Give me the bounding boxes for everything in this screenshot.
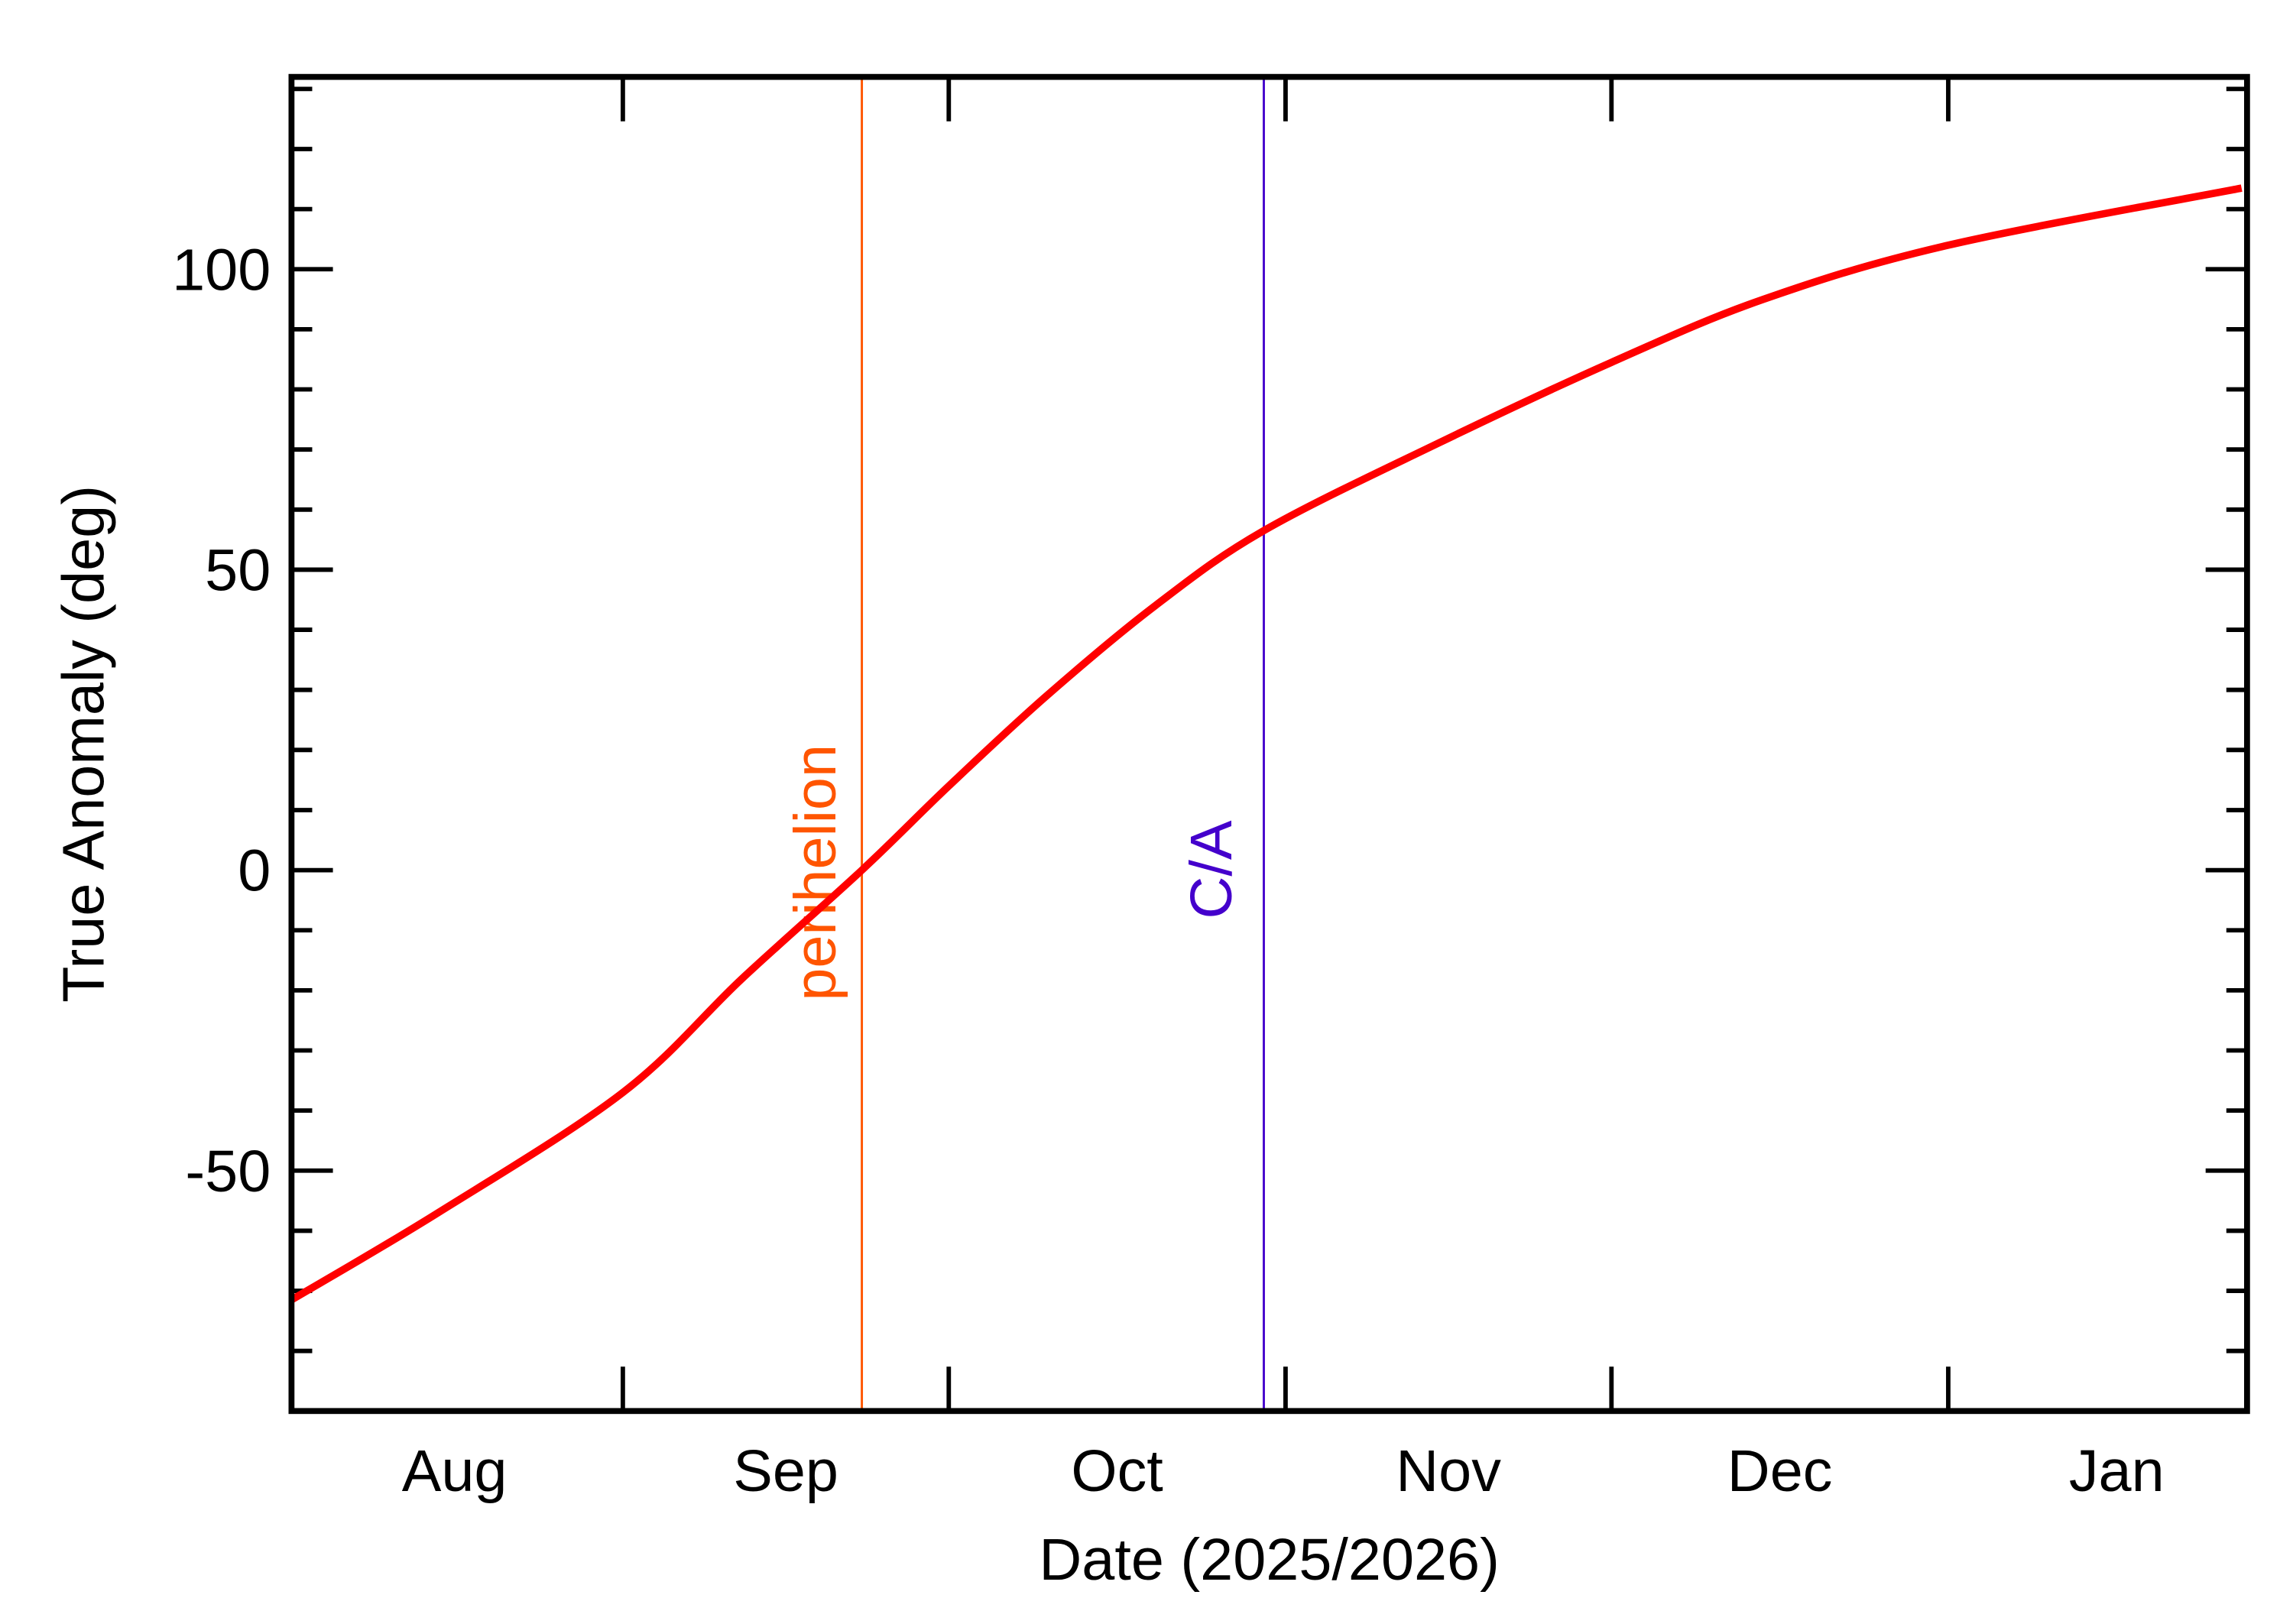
x-tick-label: Sep (733, 1438, 838, 1504)
y-tick-labels: -50 0 50 100 (172, 237, 271, 1204)
x-tick-label: Oct (1071, 1438, 1163, 1504)
x-tick-label: Nov (1396, 1438, 1501, 1504)
y-tick-label: 0 (238, 838, 271, 904)
x-tick-label: Dec (1727, 1438, 1833, 1504)
annotation-label: perihelion (783, 744, 848, 1001)
y-tick-label: 50 (205, 538, 271, 604)
true-anomaly-line (289, 184, 2243, 1303)
series (289, 184, 2243, 1303)
y-tick-label: 100 (172, 237, 271, 303)
y-tick-label: -50 (185, 1139, 271, 1204)
x-tick-label: Aug (402, 1438, 508, 1504)
x-axis-title: Date (2025/2026) (1039, 1527, 1499, 1593)
x-tick-labels: Aug Sep Oct Nov Dec Jan (402, 1438, 2165, 1504)
x-tick-label: Jan (2069, 1438, 2165, 1504)
annotations: perihelion C/A (783, 76, 1265, 1412)
axis-ticks (291, 76, 2247, 1414)
annotation-label: C/A (1179, 820, 1244, 919)
y-axis-title: True Anomaly (deg) (51, 485, 117, 1003)
plot-frame (288, 73, 2250, 1415)
